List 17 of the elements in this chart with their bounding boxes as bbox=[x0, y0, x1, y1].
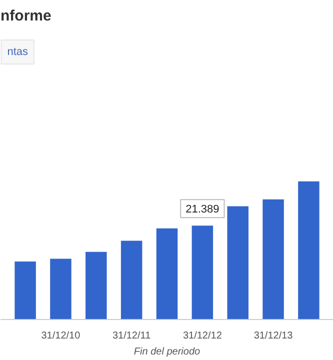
x-tick-label: 31/12/10 bbox=[41, 330, 81, 342]
bar bbox=[156, 228, 178, 320]
x-axis-title: Fin del periodo bbox=[134, 346, 201, 358]
bar bbox=[120, 240, 142, 320]
bar bbox=[227, 206, 248, 320]
bar bbox=[86, 252, 107, 320]
text: ntas bbox=[7, 46, 28, 58]
bar bbox=[192, 226, 214, 320]
x-tick-label: 31/12/11 bbox=[112, 330, 152, 342]
bar bbox=[262, 199, 284, 320]
annotation: 21.389 bbox=[186, 204, 220, 216]
x-tick-label: 31/12/12 bbox=[182, 330, 222, 342]
x-tick-label: 31/12/13 bbox=[254, 330, 294, 342]
chart-title: nforme bbox=[0, 8, 52, 24]
bar bbox=[298, 181, 320, 320]
bar bbox=[50, 258, 72, 320]
bar bbox=[14, 262, 36, 320]
